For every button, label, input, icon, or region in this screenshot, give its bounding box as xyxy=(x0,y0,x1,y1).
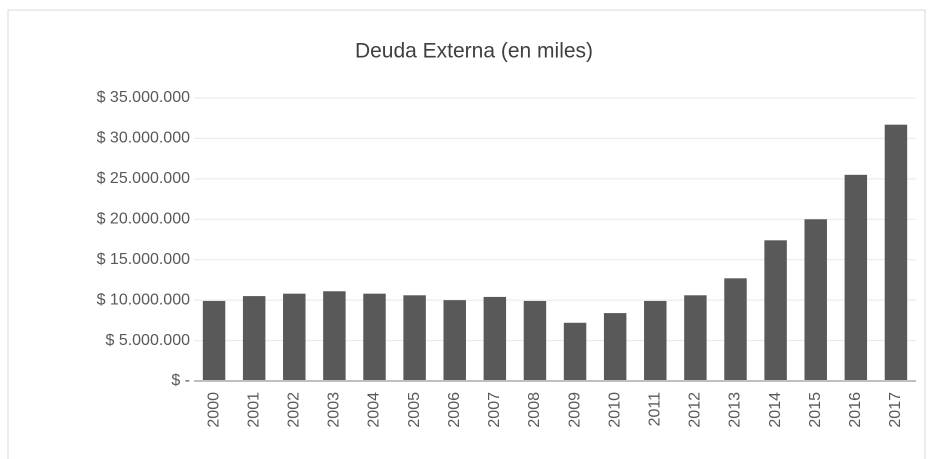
bar xyxy=(483,296,507,381)
x-tick-label: 2014 xyxy=(767,392,784,428)
x-tick-label: 2004 xyxy=(366,392,383,428)
x-tick-label: 2002 xyxy=(285,392,302,428)
x-tick-label: 2016 xyxy=(847,392,864,428)
y-tick-label: $ 5.000.000 xyxy=(105,332,190,349)
x-tick-label: 2015 xyxy=(807,392,824,428)
x-tick-label: 2005 xyxy=(406,392,423,428)
x-tick-label: 2008 xyxy=(526,392,543,428)
bar xyxy=(644,300,667,381)
y-tick-label: $ 15.000.000 xyxy=(97,251,191,268)
y-tick-label: $ - xyxy=(171,372,190,389)
bar xyxy=(844,174,868,381)
bar xyxy=(684,295,707,381)
bar xyxy=(724,278,747,381)
chart-title: Deuda Externa (en miles) xyxy=(355,40,593,63)
x-tick-label: 2017 xyxy=(887,392,904,428)
bar xyxy=(884,124,908,381)
x-tick-label: 2010 xyxy=(606,392,623,428)
x-tick-label: 2012 xyxy=(687,392,704,428)
bar xyxy=(804,219,827,381)
y-tick-label: $ 20.000.000 xyxy=(97,211,191,228)
x-tick-label: 2009 xyxy=(566,392,583,428)
bar xyxy=(523,300,547,381)
x-tick-label: 2001 xyxy=(245,392,262,428)
bar xyxy=(443,300,466,381)
bar xyxy=(403,295,426,381)
x-tick-label: 2006 xyxy=(446,392,463,428)
x-tick-label: 2000 xyxy=(205,392,222,428)
bar xyxy=(764,240,787,381)
y-tick-label: $ 25.000.000 xyxy=(97,170,191,187)
bar xyxy=(242,296,266,381)
bar xyxy=(603,313,627,381)
bar xyxy=(202,300,226,381)
chart-border xyxy=(7,9,926,459)
y-tick-label: $ 35.000.000 xyxy=(97,89,191,106)
bar xyxy=(323,291,346,381)
bar xyxy=(363,293,386,381)
y-tick-label: $ 10.000.000 xyxy=(97,291,191,308)
x-tick-label: 2013 xyxy=(727,392,744,428)
x-tick-label: 2007 xyxy=(486,392,503,428)
y-tick-label: $ 30.000.000 xyxy=(97,130,191,147)
bar xyxy=(563,322,587,381)
x-tick-label: 2003 xyxy=(326,392,343,428)
x-tick-label: 2011 xyxy=(646,392,663,427)
bar xyxy=(283,293,306,381)
